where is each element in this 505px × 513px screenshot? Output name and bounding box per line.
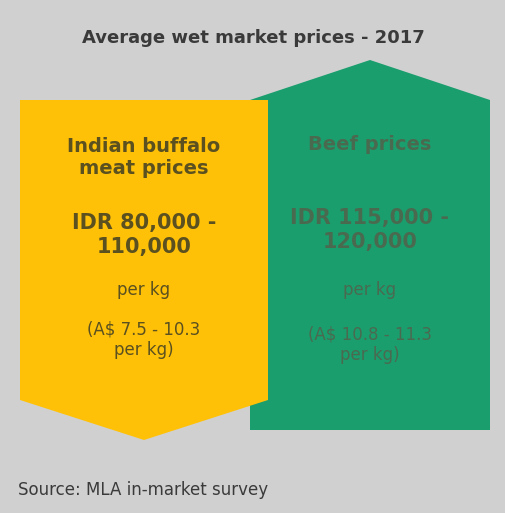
Text: per kg: per kg <box>343 281 396 299</box>
Polygon shape <box>20 100 268 440</box>
Text: per kg: per kg <box>117 281 170 299</box>
Text: Beef prices: Beef prices <box>308 135 431 154</box>
Text: Source: MLA in-market survey: Source: MLA in-market survey <box>18 481 268 499</box>
Text: (A$ 10.8 - 11.3
per kg): (A$ 10.8 - 11.3 per kg) <box>308 326 431 364</box>
Text: IDR 115,000 -
120,000: IDR 115,000 - 120,000 <box>290 208 448 251</box>
Text: Indian buffalo
meat prices: Indian buffalo meat prices <box>67 137 220 179</box>
Text: (A$ 7.5 - 10.3
per kg): (A$ 7.5 - 10.3 per kg) <box>87 321 200 360</box>
Text: IDR 80,000 -
110,000: IDR 80,000 - 110,000 <box>72 213 216 256</box>
Text: Average wet market prices - 2017: Average wet market prices - 2017 <box>81 29 424 47</box>
Polygon shape <box>249 60 489 430</box>
